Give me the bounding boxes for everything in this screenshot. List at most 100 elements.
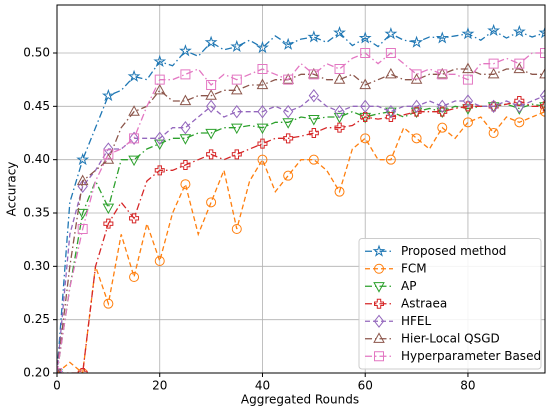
marker [153, 139, 166, 151]
marker [179, 44, 192, 57]
marker [308, 115, 320, 126]
marker [257, 138, 268, 149]
marker [308, 88, 319, 103]
legend-label: FCM [401, 261, 427, 275]
y-axis-label: Accuracy [5, 162, 19, 217]
marker [256, 78, 269, 90]
y-tick-label: 0.40 [23, 152, 50, 166]
y-tick-label: 0.50 [23, 46, 50, 60]
marker [487, 67, 500, 79]
marker [180, 160, 191, 170]
legend-marker [374, 298, 384, 309]
marker [180, 179, 191, 190]
marker [437, 69, 448, 80]
marker [256, 40, 269, 54]
marker [154, 74, 165, 85]
marker [205, 128, 217, 140]
legend-label: Proposed method [401, 244, 506, 258]
marker [358, 31, 372, 44]
marker [179, 94, 192, 106]
marker [230, 123, 243, 135]
marker [204, 35, 218, 48]
y-tick-label: 0.30 [23, 259, 50, 273]
marker [410, 35, 423, 48]
y-tick-label: 0.20 [23, 366, 50, 380]
marker [462, 74, 473, 85]
marker [180, 120, 191, 135]
marker [281, 37, 295, 50]
marker [283, 170, 294, 181]
marker [334, 64, 345, 74]
marker [462, 94, 474, 108]
marker [385, 67, 397, 79]
marker [539, 88, 545, 103]
marker [57, 366, 61, 373]
marker [308, 154, 319, 165]
marker [333, 112, 346, 124]
legend-marker [374, 351, 384, 362]
marker [360, 99, 371, 114]
marker [283, 74, 294, 85]
x-tick-label: 0 [53, 379, 61, 393]
marker [57, 368, 62, 373]
marker [128, 131, 140, 146]
marker [462, 62, 474, 74]
marker [488, 99, 499, 114]
legend-marker [372, 244, 386, 257]
marker [539, 102, 545, 113]
legend: Proposed method FCM AP Astraea HFEL Hier-Loca… [358, 238, 542, 370]
marker [102, 203, 115, 215]
marker [231, 104, 242, 119]
marker [103, 218, 114, 229]
x-tick-label: 40 [255, 379, 270, 393]
marker [129, 213, 140, 224]
marker [436, 107, 449, 119]
marker [76, 208, 89, 220]
x-tick-label: 60 [358, 379, 373, 393]
marker [153, 54, 167, 67]
marker [231, 224, 242, 234]
marker [153, 83, 166, 95]
marker [385, 154, 396, 165]
marker [206, 149, 217, 160]
x-tick-label: 20 [152, 379, 167, 393]
marker [334, 186, 345, 197]
marker [76, 152, 90, 166]
marker [57, 366, 63, 373]
marker [283, 133, 294, 144]
plot-frame [56, 4, 546, 374]
legend-marker [373, 263, 385, 274]
legend-label: Hier-Local QSGD [401, 331, 500, 345]
marker [385, 104, 397, 119]
marker [334, 104, 345, 119]
marker [487, 23, 501, 37]
marker [384, 27, 398, 40]
x-tick-label: 80 [460, 379, 475, 393]
marker [179, 134, 192, 145]
marker [540, 48, 545, 58]
marker [411, 133, 422, 144]
marker [257, 104, 268, 119]
marker [360, 133, 371, 144]
legend-label: Astraea [401, 296, 447, 310]
marker [257, 154, 268, 165]
legend-marker [373, 282, 385, 293]
marker [538, 25, 545, 39]
y-tick-label: 0.35 [23, 206, 50, 220]
marker [77, 224, 88, 234]
marker [283, 104, 294, 119]
marker [256, 123, 269, 135]
marker [488, 101, 499, 112]
marker [77, 368, 88, 373]
marker [129, 133, 140, 144]
marker [103, 298, 114, 309]
marker [333, 73, 346, 84]
marker [461, 27, 475, 40]
marker [385, 107, 397, 119]
marker [154, 256, 165, 266]
marker [230, 39, 244, 53]
marker [462, 104, 474, 115]
marker [487, 102, 500, 113]
marker [154, 165, 165, 176]
marker [307, 30, 321, 43]
